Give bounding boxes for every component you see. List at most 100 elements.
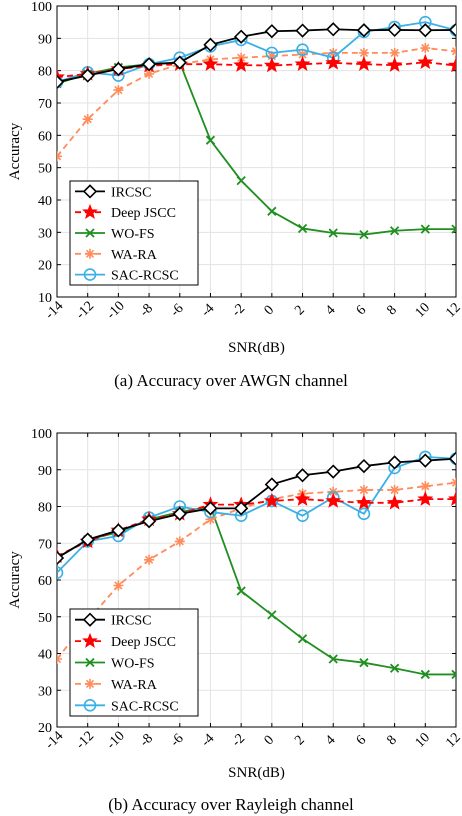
- x-tick-label: 4: [323, 303, 339, 319]
- data-point: [418, 453, 433, 468]
- data-point: [389, 226, 400, 236]
- data-point: [358, 484, 369, 495]
- legend-marker: [83, 268, 97, 281]
- legend-item: WA-RA: [75, 678, 158, 693]
- legend-item: Deep JSCC: [75, 203, 176, 221]
- series-sac-rcsc: [57, 450, 456, 579]
- x-tick-label: 0: [262, 303, 278, 319]
- data-point: [267, 610, 277, 620]
- legend-item: SAC-RCSC: [75, 268, 179, 284]
- x-tick-label: -12: [73, 729, 97, 753]
- data-point: [451, 477, 456, 488]
- legend-label: Deep JSCC: [111, 206, 176, 221]
- data-point: [111, 61, 126, 77]
- x-axis-label: SNR(dB): [228, 340, 285, 356]
- data-point: [202, 55, 219, 71]
- y-axis-label: Accuracy: [7, 551, 23, 609]
- data-point: [113, 85, 124, 96]
- data-point: [141, 57, 157, 72]
- data-point: [236, 175, 246, 186]
- data-point: [420, 43, 431, 54]
- y-tick-label: 20: [38, 259, 52, 274]
- data-point: [328, 228, 338, 238]
- data-point: [448, 451, 456, 466]
- legend-item: IRCSC: [75, 612, 151, 629]
- data-point: [57, 654, 62, 665]
- legend-marker: [82, 632, 98, 648]
- series-ircsc: [57, 451, 456, 566]
- chart-caption: (a) Accuracy over AWGN channel: [114, 371, 348, 390]
- legend-label: WA-RA: [111, 248, 158, 263]
- data-point: [295, 468, 310, 483]
- data-point: [451, 46, 456, 57]
- legend-marker: [85, 657, 95, 668]
- data-point: [172, 55, 187, 70]
- y-tick-label: 100: [31, 0, 52, 15]
- data-point: [325, 492, 342, 508]
- data-point: [451, 669, 456, 680]
- data-point: [144, 554, 155, 565]
- y-axis-label: Accuracy: [7, 122, 23, 180]
- legend-marker: [83, 698, 97, 712]
- data-point: [389, 47, 400, 58]
- data-point: [386, 56, 403, 72]
- legend-label: WO-FS: [111, 227, 155, 242]
- data-point: [57, 74, 65, 90]
- data-point: [356, 23, 372, 38]
- data-point: [233, 56, 250, 72]
- legend-marker: [85, 248, 95, 259]
- data-point: [296, 509, 309, 522]
- legend-item: WO-FS: [75, 657, 155, 672]
- y-tick-label: 30: [38, 226, 52, 241]
- legend-marker: [85, 678, 95, 689]
- data-point: [294, 490, 311, 506]
- x-tick-label: 10: [413, 730, 434, 751]
- x-tick-label: -6: [168, 731, 187, 750]
- data-point: [355, 494, 372, 510]
- series-ircsc: [57, 22, 456, 90]
- data-point: [358, 47, 369, 58]
- data-point: [357, 507, 371, 521]
- x-tick-label: 12: [443, 730, 462, 751]
- y-tick-label: 10: [38, 291, 52, 306]
- x-tick-label: -10: [104, 299, 128, 323]
- data-point: [57, 550, 65, 566]
- series-line: [57, 47, 456, 157]
- data-point: [448, 57, 456, 73]
- data-point: [359, 229, 369, 240]
- data-point: [418, 23, 433, 38]
- data-point: [80, 68, 95, 83]
- legend-label: IRCSC: [111, 614, 151, 629]
- legend-marker: [82, 612, 98, 627]
- data-point: [263, 492, 280, 508]
- series-sac-rcsc: [57, 15, 456, 89]
- data-point: [451, 224, 456, 234]
- x-tick-label: 0: [262, 733, 278, 749]
- x-tick-label: -8: [137, 731, 156, 750]
- data-point: [295, 23, 310, 38]
- x-tick-label: 6: [354, 733, 370, 749]
- data-point: [205, 135, 216, 145]
- y-tick-label: 40: [38, 194, 52, 209]
- y-tick-label: 50: [38, 611, 52, 626]
- data-point: [57, 566, 64, 579]
- legend-label: WA-RA: [111, 678, 158, 693]
- chart-caption: (b) Accuracy over Rayleigh channel: [108, 795, 354, 814]
- legend-label: SAC-RCSC: [111, 699, 179, 714]
- data-point: [264, 24, 279, 39]
- legend-label: IRCSC: [111, 185, 151, 200]
- data-point: [234, 501, 249, 516]
- data-point: [113, 580, 124, 591]
- data-point: [236, 586, 246, 596]
- data-point: [297, 634, 308, 644]
- x-tick-label: -6: [168, 301, 187, 320]
- x-tick-label: -10: [104, 729, 128, 753]
- y-tick-label: 40: [38, 648, 52, 663]
- legend-marker: [82, 203, 98, 219]
- data-point: [174, 536, 185, 547]
- y-tick-label: 70: [38, 97, 52, 112]
- data-point: [264, 477, 279, 492]
- legend: IRCSC Deep JSCC WO-FS WA-RA SAC-RCSC: [69, 180, 199, 286]
- data-point: [263, 57, 280, 73]
